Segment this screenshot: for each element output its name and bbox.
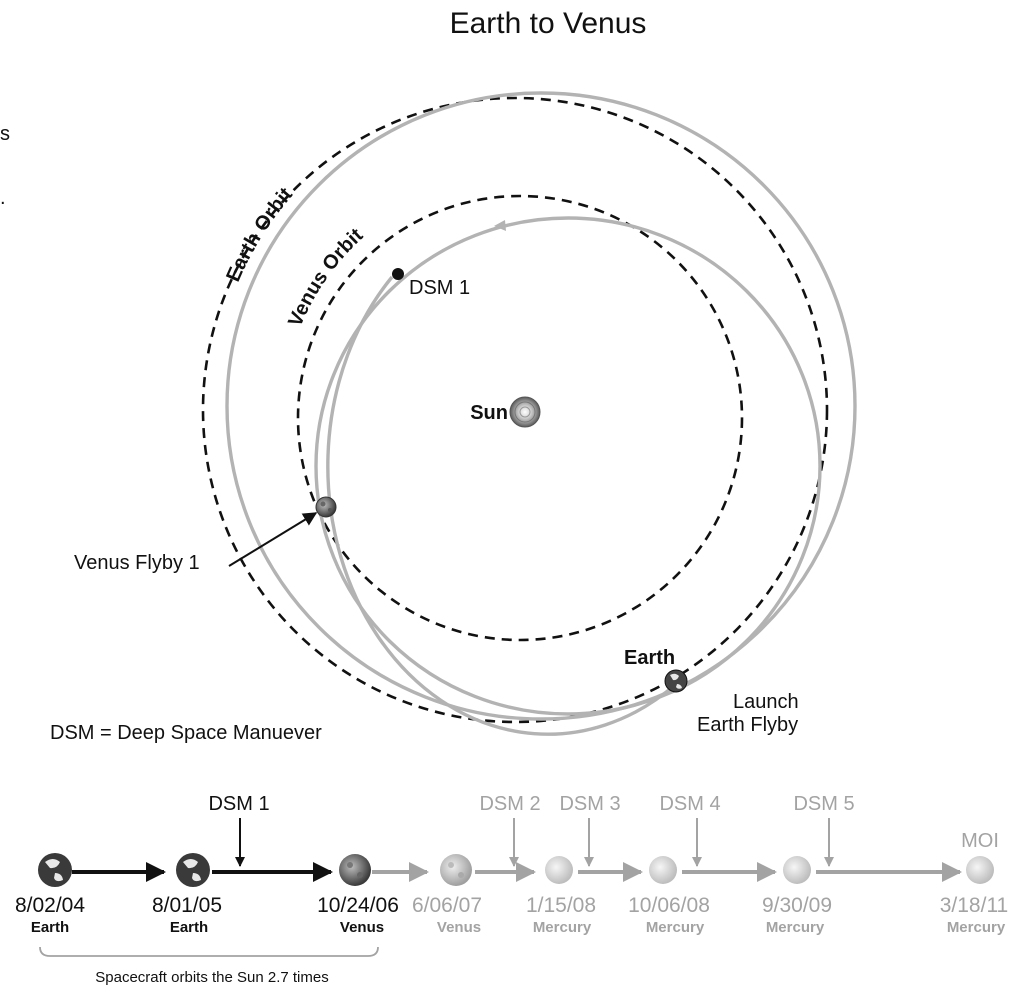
event-date: 10/24/06 [317,894,399,917]
venus-icon [440,854,472,886]
dsm1-label: DSM 1 [409,277,470,299]
event-body: Venus [437,919,481,936]
event-body: Mercury [646,919,705,936]
event-body: Mercury [947,919,1006,936]
cut-off-text-fragment: s [0,123,10,145]
event-body: Earth [31,919,69,936]
event-date: 10/06/08 [628,894,710,917]
mercury-icon [649,856,677,884]
mercury-icon [783,856,811,884]
earth-icon [664,669,688,693]
venus-orbit-label: Venus Orbit [284,224,367,330]
event-body: Mercury [533,919,592,936]
dsm-label: DSM 5 [793,793,854,815]
orbit-count-bracket [39,946,379,957]
event-date: 8/02/04 [15,894,85,917]
event-body: Venus [340,919,384,936]
venus-icon [339,854,371,886]
event-date: 8/01/05 [152,894,222,917]
venus-flyby-pointer [228,512,318,567]
event-date: 9/30/09 [762,894,832,917]
bracket-caption: Spacecraft orbits the Sun 2.7 times [95,969,328,986]
earth-icon [38,853,72,887]
mercury-icon [966,856,994,884]
dsm-label: DSM 4 [659,793,720,815]
dsm1-point [392,268,404,280]
dsm-label: DSM 1 [208,793,269,815]
launch-label: Launch [733,691,799,713]
mercury-icon [545,856,573,884]
event-body: Mercury [766,919,825,936]
dsm-definition-note: DSM = Deep Space Manuever [50,722,322,744]
event-date: 3/18/11 [940,894,1009,917]
event-date: 6/06/07 [412,894,482,917]
venus-orbit-dashed [296,194,744,642]
earth-flyby-label: Earth Flyby [697,714,798,736]
mission-timeline: DSM 1 DSM 2 DSM 3 DSM 4 DSM 5 MOI 8/02/0… [15,793,1008,986]
earth-orbit-dashed [201,96,829,724]
dsm-label: DSM 2 [479,793,540,815]
event-body: Earth [170,919,208,936]
moi-label: MOI [961,830,999,852]
trajectory-direction-arrow [494,220,506,231]
event-date: 1/15/08 [526,894,596,917]
venus-flyby-label: Venus Flyby 1 [74,552,200,574]
diagram-title: Earth to Venus [450,7,647,40]
earth-icon [176,853,210,887]
sun-icon [509,396,541,428]
venus-icon [315,496,337,518]
sun-label: Sun [470,402,508,424]
spacecraft-trajectory [225,91,857,736]
dsm-label: DSM 3 [559,793,620,815]
earth-label: Earth [624,647,675,669]
cut-off-text-fragment: . [0,187,6,209]
